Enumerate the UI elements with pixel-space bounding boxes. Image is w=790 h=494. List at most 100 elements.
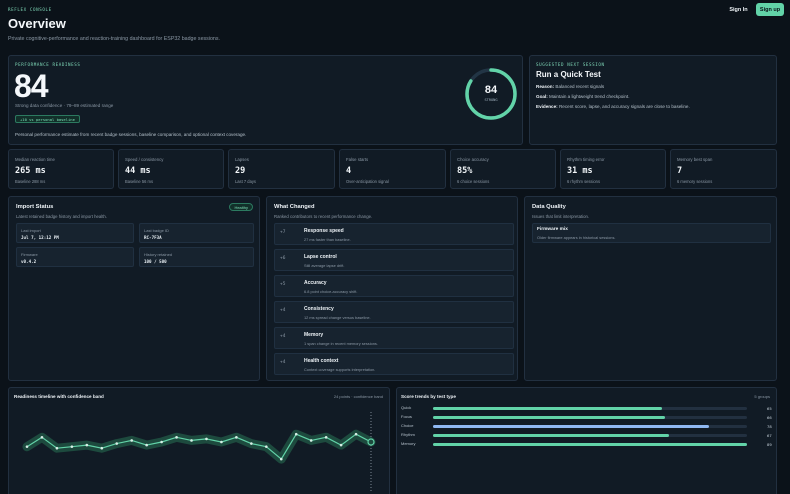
trend-track-quick <box>433 407 747 410</box>
metric-rhythm-timing: Rhythm timing error 31 ms 6 rhythm sessi… <box>560 149 666 189</box>
metric-choice-accuracy: Choice accuracy 85% 6 choice sessions <box>450 149 556 189</box>
score-trends-title: Score trends by test type <box>401 394 456 399</box>
metric-memory-span: Memory best span 7 6 memory sessions <box>670 149 777 189</box>
trend-label-focus: Focus <box>401 414 412 419</box>
timeline-card: Readiness timeline with confidence band … <box>8 387 390 494</box>
timeline-point <box>324 436 328 439</box>
next-session-evidence: Evidence: Recent score, lapse, and accur… <box>536 104 690 109</box>
readiness-card: PERFORMANCE READINESS 84 Strong data con… <box>8 55 523 145</box>
metric-false-starts: False starts 4 Over-anticipation signal <box>339 149 446 189</box>
what-changed-title: What Changed <box>274 204 315 210</box>
metric-lapses: Lapses 29 Last 7 days <box>228 149 335 189</box>
page-title: Overview <box>8 16 66 31</box>
import-badge-id: Last badge ID RC-7F3A <box>139 223 254 243</box>
timeline-point <box>294 432 298 436</box>
ring-value: 84 <box>484 84 498 96</box>
timeline-point <box>145 443 148 447</box>
data-quality-item-title: Firmware mix <box>537 227 568 232</box>
trend-value-quick: 65 <box>767 406 772 411</box>
readiness-confidence: Strong data confidence · 79–89 estimated… <box>15 103 114 108</box>
trend-bar-memory <box>433 443 747 446</box>
timeline-point <box>85 443 89 447</box>
ring-label: STRONG <box>484 98 498 102</box>
metric-median-reaction: Median reaction time 265 ms Baseline 288… <box>8 149 114 189</box>
timeline-point <box>190 439 193 442</box>
import-status-subtitle: Latest retained badge history and import… <box>16 214 108 219</box>
import-firmware: Firmware v0.4.2 <box>16 247 134 267</box>
trend-bar-choice <box>433 425 710 428</box>
trend-value-choice: 78 <box>767 424 772 429</box>
import-history-retained: History retained 100 / 500 <box>139 247 254 267</box>
timeline-meta: 24 points · confidence band <box>333 394 383 399</box>
trend-track-focus <box>433 416 747 419</box>
import-status-title: Import Status <box>16 204 54 210</box>
readiness-line <box>26 433 372 460</box>
next-session-card: SUGGESTED NEXT SESSION Run a Quick Test … <box>529 55 777 145</box>
timeline-point <box>40 436 44 439</box>
timeline-point <box>130 439 133 442</box>
timeline-point-latest <box>367 438 375 446</box>
trend-value-rhythm: 67 <box>767 433 772 438</box>
next-session-title: Run a Quick Test <box>536 70 601 79</box>
trend-label-rhythm: Rhythm <box>401 432 415 437</box>
timeline-point <box>70 445 74 448</box>
data-quality-item-sub: Older firmware appears in historical ses… <box>537 235 616 240</box>
console-eyebrow: REFLEX CONSOLE <box>8 7 52 12</box>
trend-value-focus: 66 <box>767 415 772 420</box>
next-session-reason: Reason: Balanced recent signals <box>536 84 605 89</box>
what-changed-card: What Changed Ranked contributors to rece… <box>266 196 518 381</box>
baseline-badge: +10 vs personal baseline <box>15 115 80 123</box>
trend-track-choice <box>433 425 747 428</box>
timeline-point <box>55 446 59 450</box>
timeline-point <box>220 440 223 444</box>
timeline-point <box>115 442 119 445</box>
trend-bar-quick <box>433 407 663 410</box>
confidence-band <box>22 429 376 464</box>
timeline-point <box>205 437 208 441</box>
what-changed-subtitle: Ranked contributors to recent performanc… <box>274 214 373 219</box>
data-quality-title: Data Quality <box>532 204 566 210</box>
timeline-point <box>160 440 163 444</box>
trend-bar-rhythm <box>433 434 669 437</box>
change-row-response-speed: +7 Response speed 27 ms faster than base… <box>274 223 514 245</box>
change-row-lapse-control: +6 Lapse control Still average lapse dri… <box>274 249 514 271</box>
timeline-title: Readiness timeline with confidence band <box>14 394 104 399</box>
sign-in-button[interactable]: Sign In <box>725 3 752 16</box>
trend-label-choice: Choice <box>401 423 414 428</box>
timeline-point <box>25 445 29 448</box>
trend-label-memory: Memory <box>401 441 416 446</box>
readiness-score: 84 <box>14 68 49 104</box>
change-row-accuracy: +5 Accuracy 6.8 point choice-accuracy sh… <box>274 275 514 297</box>
readiness-eyebrow: PERFORMANCE READINESS <box>15 62 81 67</box>
score-trends-meta: 5 groups <box>754 394 770 399</box>
timeline-point <box>265 445 268 448</box>
timeline-point <box>354 432 358 436</box>
trend-value-memory: 89 <box>767 442 772 447</box>
readiness-ring <box>465 68 517 120</box>
next-session-eyebrow: SUGGESTED NEXT SESSION <box>536 62 605 67</box>
score-trends-card: Score trends by test type 5 groups Quick… <box>396 387 777 494</box>
timeline-point <box>279 457 283 461</box>
timeline-point <box>235 436 238 439</box>
readiness-description: Personal performance estimate from recen… <box>15 132 247 137</box>
data-quality-card: Data Quality Issues that limit interpret… <box>524 196 777 381</box>
data-quality-item: Firmware mix Older firmware appears in h… <box>532 223 771 243</box>
next-session-goal: Goal: Maintain a lightweight trend check… <box>536 94 630 99</box>
change-row-health-context: +4 Health context Context coverage suppo… <box>274 353 514 375</box>
timeline-point <box>339 443 343 447</box>
timeline-point <box>250 442 253 445</box>
timeline-point <box>309 439 313 442</box>
trend-label-quick: Quick <box>401 405 412 410</box>
timeline-point <box>100 446 104 450</box>
trend-track-rhythm <box>433 434 747 437</box>
change-row-consistency: +4 Consistency 12 ms spread change versu… <box>274 301 514 323</box>
import-health-badge: Healthy <box>229 203 253 211</box>
metric-speed-consistency: Speed / consistency 44 ms Baseline 56 ms <box>118 149 224 189</box>
page-subtitle: Private cognitive-performance and reacti… <box>8 36 220 42</box>
timeline-chart <box>22 412 376 492</box>
import-status-card: Import Status Healthy Latest retained ba… <box>8 196 260 381</box>
change-row-memory: +4 Memory 1 span change in recent memory… <box>274 327 514 349</box>
sign-up-button[interactable]: Sign up <box>756 3 784 16</box>
timeline-point <box>175 436 178 439</box>
data-quality-subtitle: Issues that limit interpretation. <box>532 214 590 219</box>
